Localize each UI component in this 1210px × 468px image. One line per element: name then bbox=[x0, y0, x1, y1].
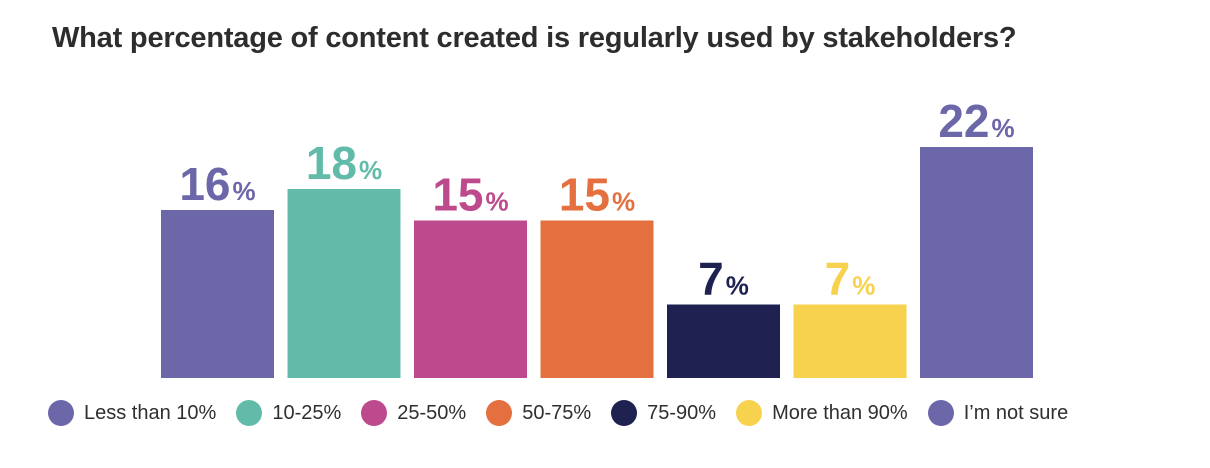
legend-item-3: 25-50% bbox=[361, 400, 466, 426]
data-label-5: 7% bbox=[698, 253, 749, 305]
legend-item-1: Less than 10% bbox=[48, 400, 216, 426]
data-label-7: 22% bbox=[938, 95, 1014, 147]
legend-swatch-1 bbox=[48, 400, 74, 426]
chart-legend: Less than 10% 10-25% 25-50% 50-75% 75-90% Mor… bbox=[48, 400, 1068, 426]
legend-swatch-2 bbox=[236, 400, 263, 426]
data-label-1: 16% bbox=[179, 158, 255, 210]
legend-swatch-5 bbox=[611, 400, 638, 426]
legend-item-5: 75-90% bbox=[611, 400, 716, 426]
legend-item-2: 10-25% bbox=[236, 400, 341, 426]
legend-label-2: 10-25% bbox=[272, 401, 342, 424]
legend-swatch-6 bbox=[736, 400, 763, 426]
data-label-4: 15% bbox=[559, 169, 635, 221]
legend-label-6: More than 90% bbox=[772, 401, 908, 424]
legend-label-4: 50-75% bbox=[522, 401, 592, 424]
chart-title: What percentage of content created is re… bbox=[52, 22, 1017, 54]
legend-swatch-4 bbox=[486, 400, 513, 426]
legend-label-7: I’m not sure bbox=[963, 401, 1069, 424]
legend-item-7: I’m not sure bbox=[927, 400, 1069, 426]
bar-2 bbox=[287, 189, 401, 378]
bar-7 bbox=[920, 147, 1033, 378]
legend-swatch-3 bbox=[361, 400, 388, 426]
data-label-2: 18% bbox=[306, 137, 382, 189]
bar-3 bbox=[414, 220, 527, 378]
legend-label-3: 25-50% bbox=[397, 401, 467, 424]
legend-item-4: 50-75% bbox=[486, 400, 591, 426]
bar-1 bbox=[161, 210, 274, 378]
legend-label-1: Less than 10% bbox=[84, 401, 217, 424]
data-label-3: 15% bbox=[432, 169, 508, 221]
bar-6 bbox=[793, 304, 907, 378]
bar-5 bbox=[667, 304, 780, 378]
legend-swatch-7 bbox=[927, 400, 954, 426]
legend-label-5: 75-90% bbox=[647, 401, 717, 424]
bar-4 bbox=[540, 220, 654, 378]
legend-item-6: More than 90% bbox=[736, 400, 908, 426]
data-label-6: 7% bbox=[825, 253, 876, 305]
